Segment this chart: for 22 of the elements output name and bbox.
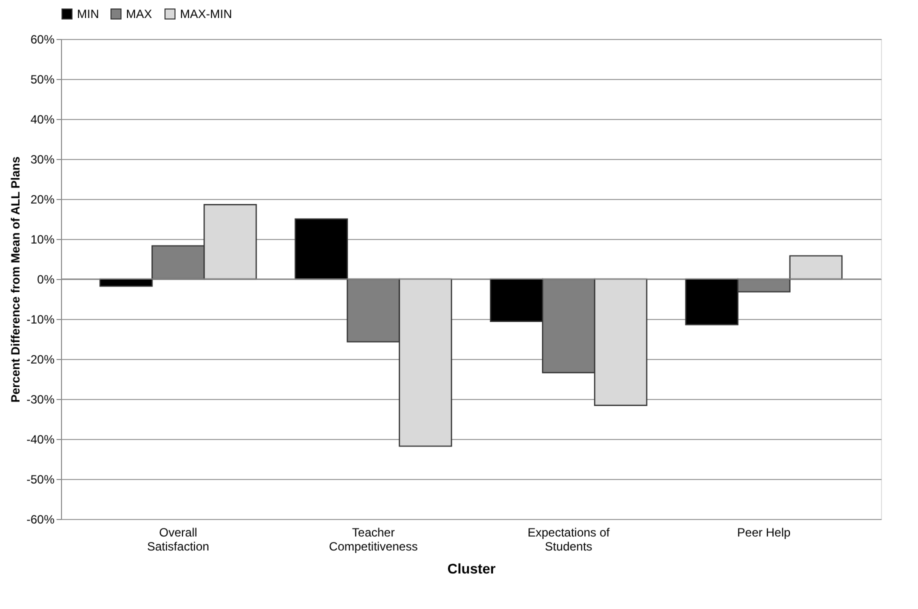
y-tick-label: -50% <box>26 472 55 486</box>
legend-label: MAX-MIN <box>180 7 232 21</box>
y-tick-label: -10% <box>26 312 55 326</box>
y-tick-label: -40% <box>26 432 55 446</box>
x-tick-label: Teacher Competitiveness <box>329 526 418 554</box>
x-tick-label: Peer Help <box>737 526 791 540</box>
x-tick-label: Expectations of Students <box>528 526 610 554</box>
y-tick-label: -60% <box>26 512 55 526</box>
y-tick-label: 40% <box>30 112 55 126</box>
x-axis-title: Cluster <box>447 560 496 576</box>
y-tick-label: -20% <box>26 352 55 366</box>
legend-label: MIN <box>77 7 99 21</box>
legend-label: MAX <box>126 7 152 21</box>
y-tick-label: 50% <box>30 72 55 86</box>
y-tick-label: 10% <box>30 232 55 246</box>
y-tick-label: 60% <box>30 32 55 46</box>
y-axis-title: Percent Difference from Mean of ALL Plans <box>8 156 22 403</box>
y-tick-label: 0% <box>37 272 55 286</box>
x-tick-label: Overall Satisfaction <box>147 526 210 554</box>
y-tick-label: -30% <box>26 392 55 406</box>
y-tick-label: 30% <box>30 152 55 166</box>
y-tick-label: 20% <box>30 192 55 206</box>
